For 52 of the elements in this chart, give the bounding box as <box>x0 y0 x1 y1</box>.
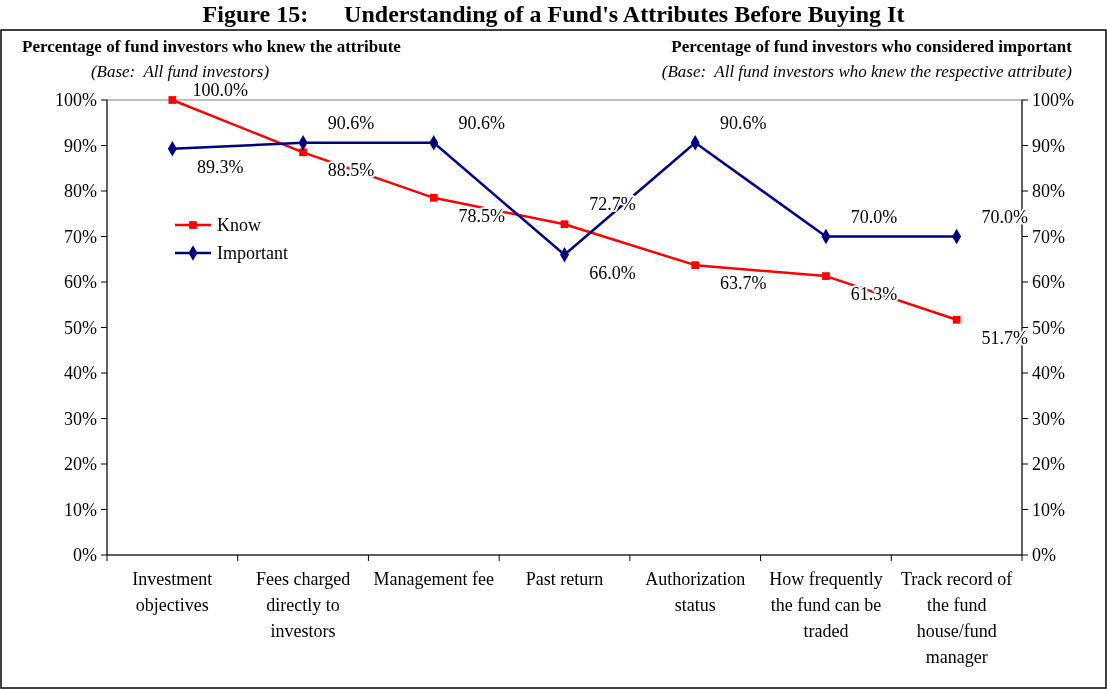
y-tick-label: 0% <box>73 545 97 565</box>
y2-tick-label: 10% <box>1032 499 1065 520</box>
point <box>168 96 177 104</box>
y2-tick-label: 80% <box>1032 181 1065 201</box>
point <box>822 272 830 280</box>
y2-tick-label: 70% <box>1032 226 1065 247</box>
data-label: 66.0% <box>589 262 636 283</box>
y2-tick-label: 90% <box>1032 135 1065 156</box>
point <box>429 193 438 202</box>
y-tick-label: 80% <box>64 181 97 201</box>
x-tick-label: Authorization status <box>645 569 746 615</box>
y2-axis-title: Percentage of fund investors who considered important <box>671 37 1073 56</box>
y2-tick-label: 50% <box>1032 317 1065 338</box>
y2-tick-label: 30% <box>1032 408 1065 429</box>
data-label: 90.6% <box>458 112 506 133</box>
point <box>299 148 307 157</box>
y-tick-label: 40% <box>64 363 97 383</box>
data-label: 89.3% <box>197 156 244 177</box>
x-tick-label: Fees charged directly to investors <box>256 569 351 641</box>
y-tick-label: 30% <box>64 408 97 429</box>
x-tick-label: Track record of the fund house/fund manager <box>900 569 1013 667</box>
point <box>691 261 700 270</box>
data-label: 70.0% <box>850 206 898 227</box>
y-tick-label: 50% <box>64 317 97 338</box>
x-tick-label: Past return <box>525 569 604 589</box>
y-tick-label: 60% <box>64 272 97 292</box>
legend-label: Important <box>217 243 288 263</box>
data-label: 90.6% <box>327 112 375 133</box>
data-label: 63.7% <box>719 273 767 294</box>
y2-tick-label: 20% <box>1032 454 1065 474</box>
text: (Base: All fund investors who knew the respective attribute) <box>661 62 1073 81</box>
x-tick-label: Management fee <box>373 569 495 589</box>
data-label: 90.6% <box>719 112 767 133</box>
data-label: 78.5% <box>458 205 506 226</box>
y-axis-title: Percentage of fund investors who knew the attribute <box>22 37 402 56</box>
y-tick-label: 100% <box>55 90 97 110</box>
y-tick-label: 90% <box>64 135 97 156</box>
x-tick-label: Investment objectives <box>132 569 213 615</box>
y2-tick-label: 100% <box>1032 90 1074 110</box>
point <box>560 220 569 229</box>
data-label: 100.0% <box>192 80 249 100</box>
x-tick-label: How frequently the fund can be traded <box>769 569 883 641</box>
point <box>952 315 961 324</box>
chart-title: Figure 15: Understanding of a Fund's Attributes Before Buying It <box>202 1 905 27</box>
y-tick-label: 10% <box>64 499 97 520</box>
text: (Base: All fund investors) <box>90 62 270 81</box>
y2-tick-label: 0% <box>1032 545 1056 565</box>
y-tick-label: 70% <box>64 226 97 247</box>
legend-label: Know <box>217 215 261 235</box>
y2-tick-label: 40% <box>1032 363 1065 383</box>
y2-tick-label: 60% <box>1032 272 1065 292</box>
y-tick-label: 20% <box>64 454 97 474</box>
